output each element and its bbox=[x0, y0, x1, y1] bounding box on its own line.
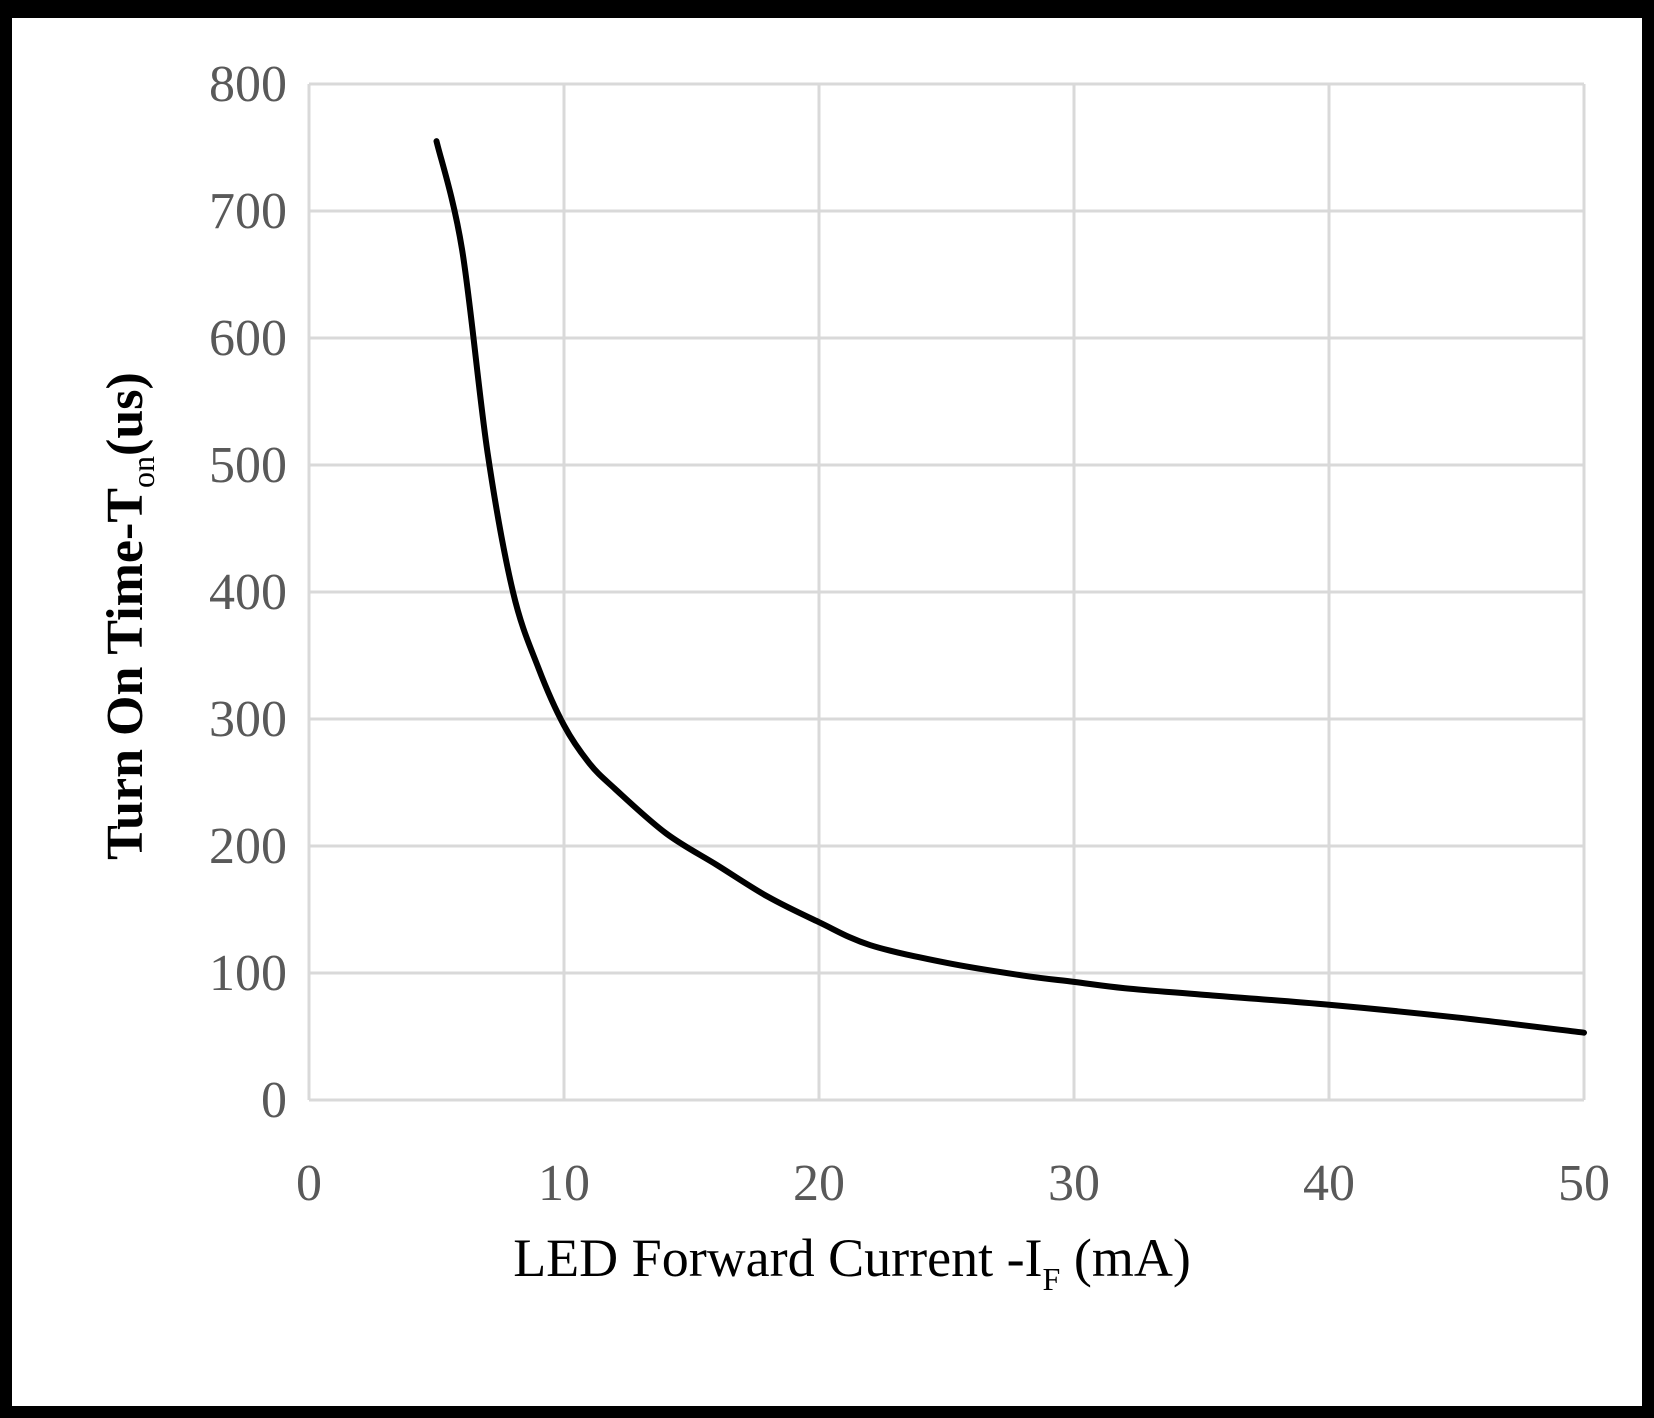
gridlines bbox=[307, 82, 1586, 1102]
chart-area: 0 100 200 300 400 500 600 700 800 0 10 20 30 40 50 LED… bbox=[12, 18, 1642, 1406]
x-axis-title-unit: (mA) bbox=[1060, 1228, 1190, 1288]
y-axis-title-unit: (us) bbox=[97, 372, 154, 456]
x-axis-title-sub: F bbox=[1043, 1261, 1061, 1297]
y-axis-title-sub: on bbox=[125, 456, 161, 488]
y-tick-label: 0 bbox=[261, 1072, 287, 1129]
series-line-ton bbox=[433, 138, 1587, 1036]
x-tick-label: 40 bbox=[1303, 1155, 1355, 1212]
x-tick-label: 50 bbox=[1558, 1155, 1610, 1212]
x-tick-label: 30 bbox=[1048, 1155, 1100, 1212]
y-tick-label: 600 bbox=[209, 310, 287, 367]
y-axis-title: Turn On Time-Ton(us) bbox=[97, 372, 161, 860]
y-tick-label: 700 bbox=[209, 183, 287, 240]
y-tick-label: 800 bbox=[209, 56, 287, 113]
y-axis-title-main: Turn On Time-T bbox=[97, 488, 154, 860]
x-axis-title: LED Forward Current -IF (mA) bbox=[513, 1228, 1191, 1297]
x-tick-label: 0 bbox=[296, 1155, 322, 1212]
x-axis-title-main: LED Forward Current -I bbox=[513, 1228, 1042, 1288]
x-tick-label: 20 bbox=[793, 1155, 845, 1212]
x-tick-label: 10 bbox=[538, 1155, 590, 1212]
y-tick-label: 300 bbox=[209, 691, 287, 748]
line-chart: 0 100 200 300 400 500 600 700 800 0 10 20 30 40 50 LED… bbox=[97, 56, 1610, 1297]
tick-labels: 0 100 200 300 400 500 600 700 800 0 10 20 30 40 50 bbox=[209, 56, 1610, 1212]
y-tick-label: 500 bbox=[209, 437, 287, 494]
series-layer bbox=[433, 138, 1587, 1036]
y-tick-label: 100 bbox=[209, 945, 287, 1002]
y-tick-label: 400 bbox=[209, 564, 287, 621]
y-tick-label: 200 bbox=[209, 818, 287, 875]
